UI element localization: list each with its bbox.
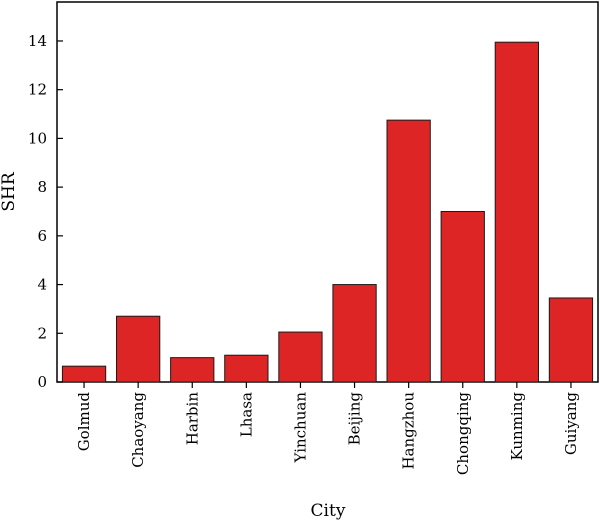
- y-axis-label: SHR: [0, 171, 19, 211]
- x-tick-label: Harbin: [183, 392, 201, 446]
- x-axis-ticks: Golmud Chaoyang Harbin Lhasa Yinchuan Beijing…: [75, 382, 580, 475]
- bar-guiyang: [548, 297, 594, 383]
- bar-chongqing: [440, 210, 485, 383]
- y-axis-ticks: 0 2 4 6 8 10 12 14: [28, 32, 63, 391]
- y-tick-label: 4: [37, 276, 47, 294]
- y-tick-label: 6: [37, 227, 47, 245]
- y-tick-label: 12: [28, 81, 47, 99]
- y-tick-label: 14: [28, 32, 47, 50]
- x-tick-label: Hangzhou: [400, 392, 418, 470]
- x-tick-label: Chaoyang: [129, 392, 147, 468]
- plot-area-frame: [56, 1, 599, 383]
- x-tick-label: Lhasa: [237, 392, 255, 437]
- x-tick-label: Yinchuan: [292, 392, 310, 464]
- bar-beijing: [332, 284, 377, 383]
- bars-group: [61, 41, 594, 383]
- bar-yinchuan: [278, 331, 323, 383]
- x-tick-label: Golmud: [75, 392, 93, 452]
- x-tick-label: Chongqing: [454, 392, 472, 475]
- x-tick-label: Kunming: [508, 392, 526, 461]
- y-tick-label: 2: [37, 324, 47, 342]
- y-tick-label: 0: [37, 373, 47, 391]
- y-tick-label: 10: [28, 129, 47, 147]
- x-tick-label: Beijing: [346, 392, 364, 446]
- bar-golmud: [61, 365, 107, 383]
- bar-hangzhou: [386, 119, 431, 383]
- bar-lhasa: [224, 354, 269, 383]
- x-tick-label: Guiyang: [562, 392, 580, 456]
- x-axis-label: City: [311, 501, 346, 520]
- y-tick-label: 8: [37, 178, 47, 196]
- bar-chaoyang: [116, 315, 161, 383]
- bar-harbin: [170, 357, 215, 383]
- bar-kunming: [494, 41, 539, 383]
